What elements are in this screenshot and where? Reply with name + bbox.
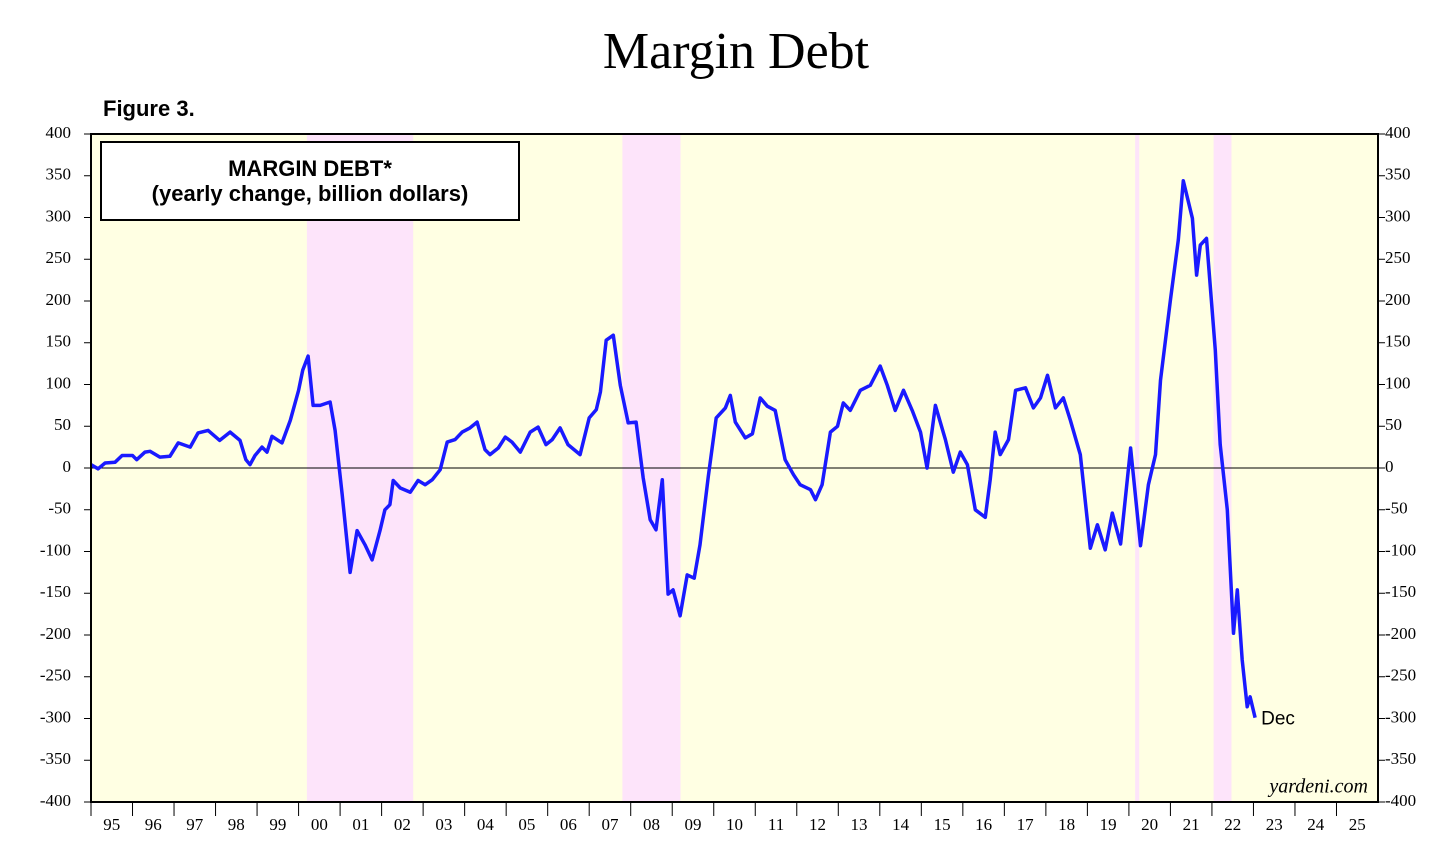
y2-tick-label: 300 [1385,206,1411,225]
x-tick-label: 17 [1017,815,1035,834]
x-tick-label: 10 [726,815,743,834]
y2-tick-label: -50 [1385,499,1408,518]
x-tick-label: 16 [975,815,992,834]
y-tick-label: 200 [46,290,72,309]
y-tick-label: 250 [46,248,72,267]
y2-tick-label: 200 [1385,290,1411,309]
x-tick-label: 99 [269,815,286,834]
chart-title: Margin Debt [603,23,870,80]
data-line [90,179,1257,719]
y-tick-label: 0 [63,457,72,476]
x-tick-label: 12 [809,815,826,834]
x-tick-label: 97 [186,815,204,834]
y-tick-label: -250 [40,666,71,685]
y-tick-label: 100 [46,373,72,392]
y2-tick-label: -350 [1385,749,1416,768]
legend-subtitle: (yearly change, billion dollars) [152,181,469,206]
x-tick-label: 09 [684,815,701,834]
y2-tick-label: 250 [1385,248,1411,267]
x-tick-label: 22 [1224,815,1241,834]
y-tick-label: 50 [54,415,71,434]
x-tick-label: 14 [892,815,910,834]
plot-frame [90,133,1379,803]
x-tick-label: 18 [1058,815,1075,834]
y-tick-label: -200 [40,624,71,643]
x-tick-label: 96 [145,815,162,834]
x-tick-label: 15 [934,815,951,834]
y2-tick-label: 400 [1385,123,1411,142]
x-tick-label: 21 [1183,815,1200,834]
y2-tick-label: -200 [1385,624,1416,643]
figure-label: Figure 3. [103,96,195,121]
legend-title: MARGIN DEBT* [228,156,392,181]
x-tick-label: 07 [601,815,619,834]
y2-tick-label: -100 [1385,540,1416,559]
x-tick-label: 05 [518,815,535,834]
x-tick-label: 25 [1349,815,1366,834]
y-tick-label: 350 [46,165,72,184]
y-tick-label: 400 [46,123,72,142]
y-tick-label: 150 [46,332,72,351]
y-tick-label: -100 [40,540,71,559]
y-tick-label: -50 [48,499,71,518]
legend-box [100,141,520,221]
x-tick-label: 95 [103,815,120,834]
y-tick-label: -300 [40,707,71,726]
x-tick-label: 00 [311,815,328,834]
y2-tick-label: 150 [1385,332,1411,351]
source-label: yardeni.com [1267,776,1368,798]
end-label: Dec [1261,709,1295,730]
y2-tick-label: 350 [1385,165,1411,184]
y-tick-label: -350 [40,749,71,768]
y2-tick-label: -300 [1385,707,1416,726]
y2-tick-label: 50 [1385,415,1402,434]
y-tick-label: -150 [40,582,71,601]
x-tick-label: 13 [851,815,868,834]
x-tick-label: 19 [1100,815,1117,834]
x-tick-label: 02 [394,815,411,834]
y2-tick-label: -250 [1385,666,1416,685]
y-tick-label: -400 [40,791,71,810]
x-tick-label: 23 [1266,815,1283,834]
x-tick-label: 06 [560,815,577,834]
x-tick-label: 24 [1307,815,1325,834]
x-tick-label: 98 [228,815,245,834]
x-tick-label: 04 [477,815,495,834]
y2-tick-label: -400 [1385,791,1416,810]
x-tick-label: 03 [435,815,452,834]
x-tick-label: 20 [1141,815,1158,834]
x-tick-label: 01 [352,815,369,834]
y2-tick-label: 0 [1385,457,1394,476]
y2-tick-label: 100 [1385,373,1411,392]
y-tick-label: 300 [46,206,72,225]
x-tick-label: 11 [768,815,784,834]
y2-tick-label: -150 [1385,582,1416,601]
x-tick-label: 08 [643,815,660,834]
